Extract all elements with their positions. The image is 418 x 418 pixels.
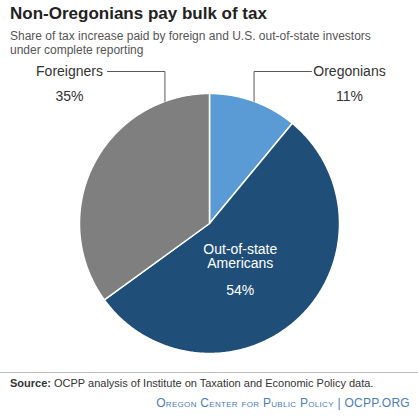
svg-text:Foreigners: Foreigners bbox=[36, 63, 103, 79]
svg-text:35%: 35% bbox=[55, 88, 83, 104]
html-text:Non-Oregonians pay bulk of tax: Non-Oregonians pay bulk of tax bbox=[10, 4, 267, 23]
svg-text:54%: 54% bbox=[226, 282, 254, 298]
html-text:Source: OCPP analysis of Insti: Source: OCPP analysis of Institute on Ta… bbox=[10, 377, 374, 389]
html-text:Share of tax increase paid by: Share of tax increase paid by foreign an… bbox=[10, 29, 371, 57]
svg-text:Oregonians: Oregonians bbox=[313, 63, 385, 79]
svg-text:11%: 11% bbox=[336, 88, 363, 104]
svg-text:Out-of-stateAmericans: Out-of-stateAmericans bbox=[203, 241, 277, 271]
html-text:Oregon Center for Public Polic: Oregon Center for Public Policy | OCPP.O… bbox=[156, 396, 410, 410]
